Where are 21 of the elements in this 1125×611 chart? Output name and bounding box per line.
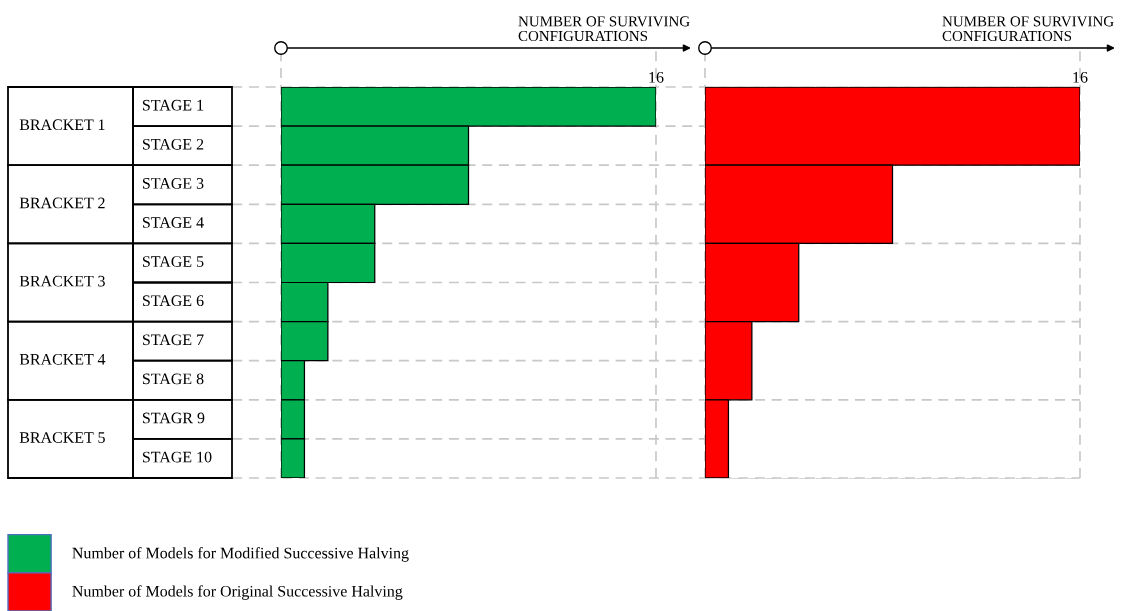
y-tick-label: STAGE 8: [142, 373, 204, 385]
y-tick-label: STAGE 1: [142, 99, 204, 111]
y-tick-label: STAGE 7: [142, 334, 204, 346]
y-tick-label: BRACKET 2: [19, 197, 105, 209]
y-tick-label: STAGR 9: [142, 412, 205, 424]
legend-label: Number of Models for Original Successive Halving: [72, 585, 403, 600]
y-tick-label: BRACKET 4: [19, 353, 106, 365]
y-tick-label: STAGE 6: [142, 295, 204, 307]
y-tick-label: BRACKET 5: [19, 432, 105, 443]
y-tick-label: BRACKET 3: [19, 275, 105, 287]
y-tick-label: BRACKET 1: [19, 119, 105, 131]
legend-label: Number of Models for Modified Successive Halving: [72, 547, 409, 562]
y-tick-label: STAGE 3: [142, 178, 204, 189]
y-tick-label: STAGE 5: [142, 256, 204, 267]
x-axis-title: NUMBER OF SURVIVING CONFIGURATIONS: [518, 16, 690, 42]
annotation: 16: [1073, 71, 1088, 83]
y-tick-label: STAGE 4: [142, 217, 204, 228]
x-axis-title: NUMBER OF SURVIVING CONFIGURATIONS: [942, 16, 1114, 42]
y-tick-label: STAGE 2: [142, 138, 204, 150]
y-tick-label: STAGE 10: [142, 451, 212, 463]
annotation: 16: [649, 71, 664, 83]
